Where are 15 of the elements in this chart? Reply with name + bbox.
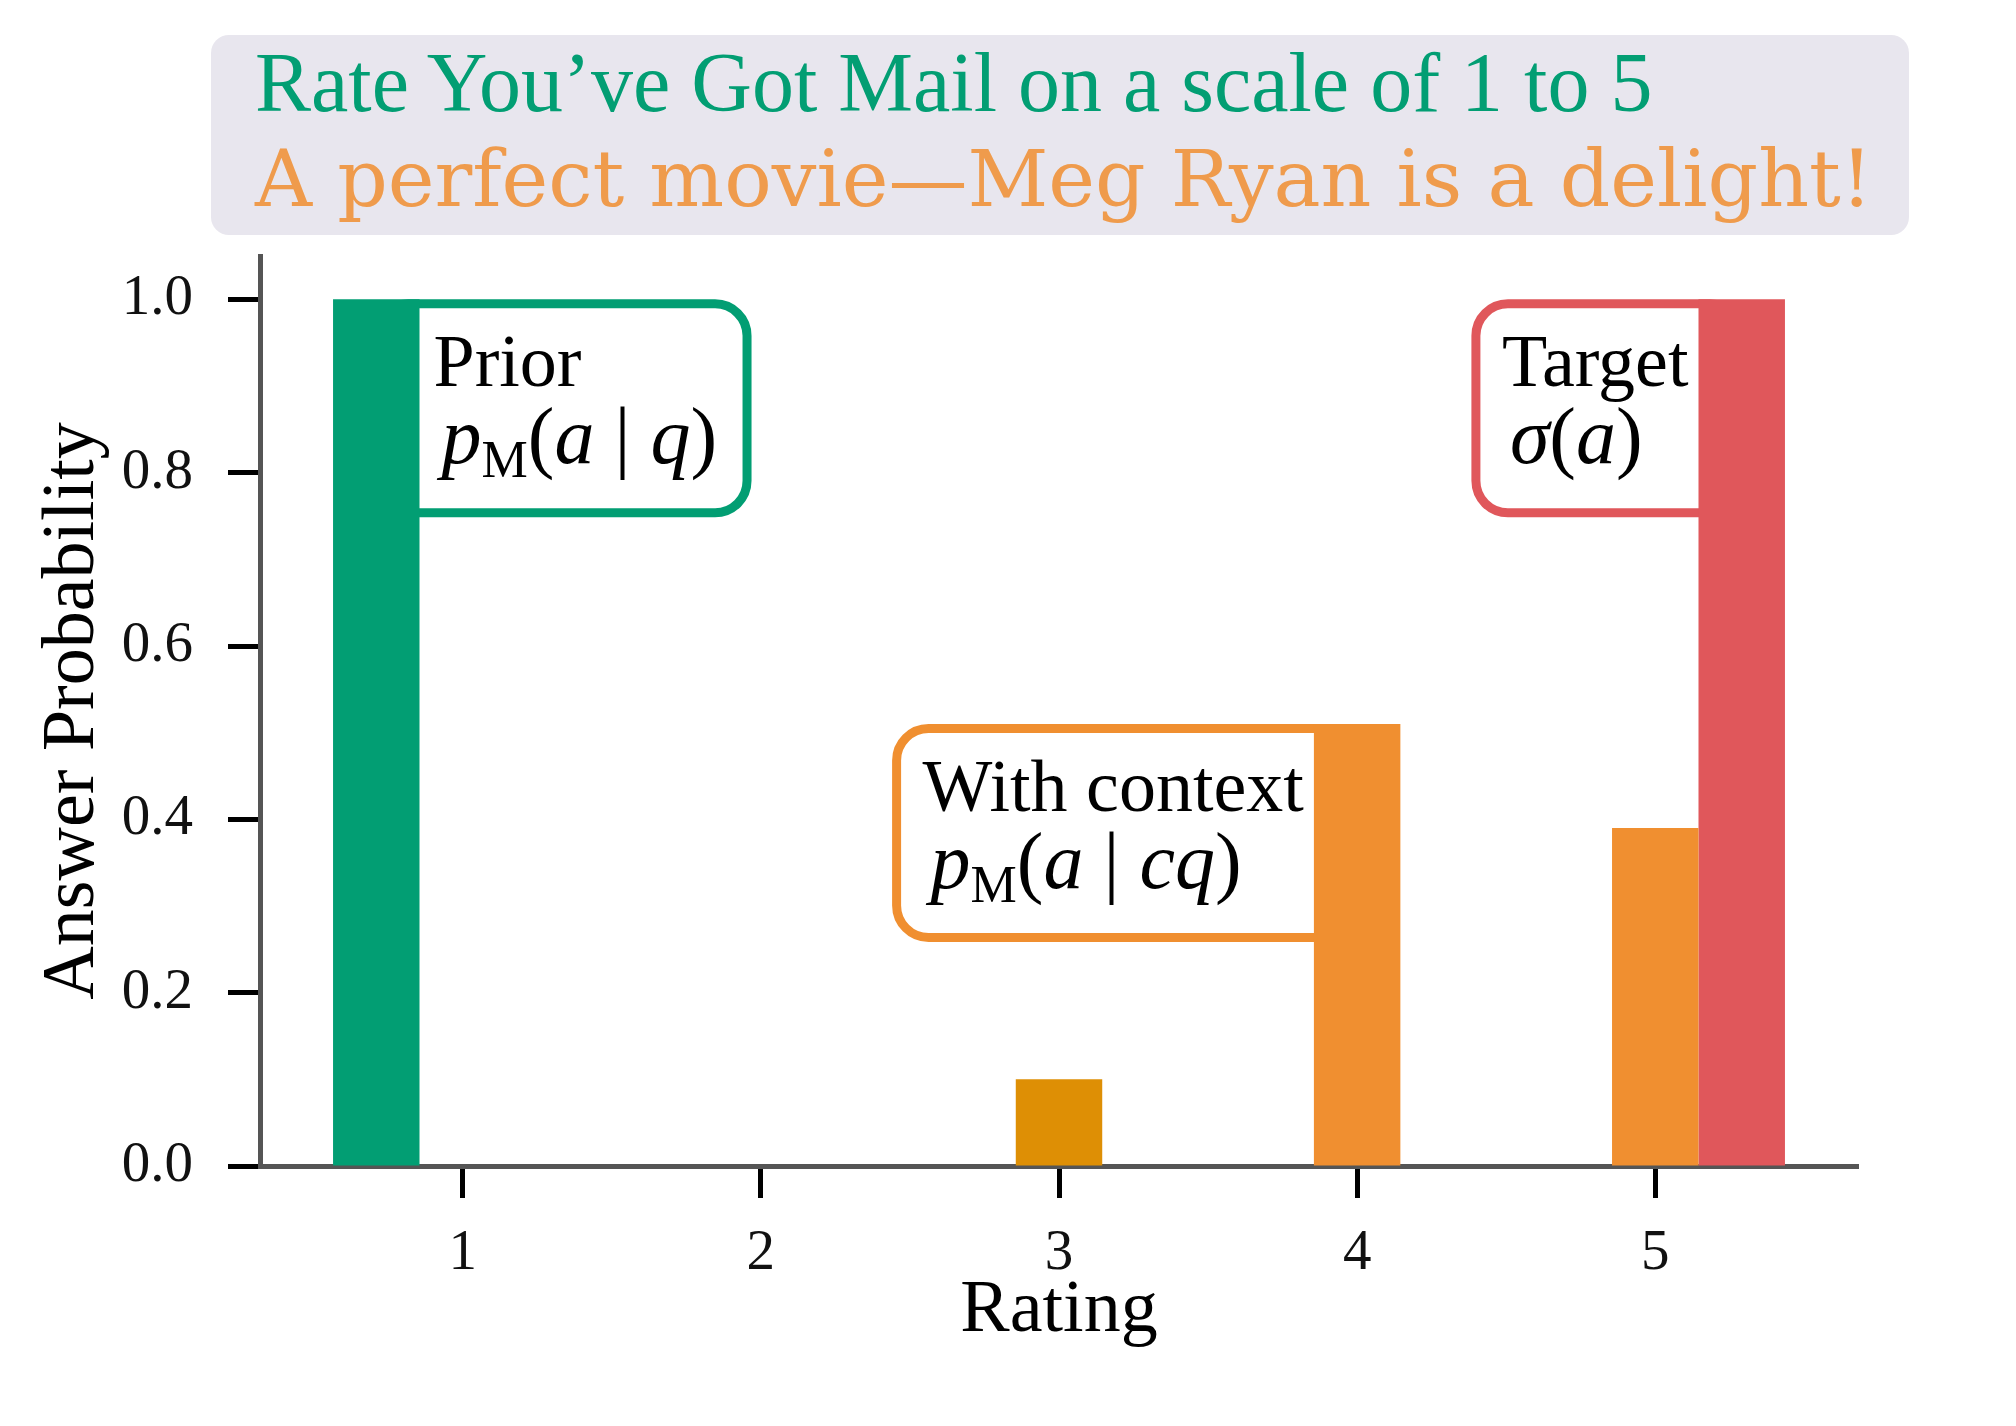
y-tick-label: 0.8 [121, 436, 193, 500]
x-tick-label: 5 [1641, 1218, 1670, 1282]
y-axis-title: Answer Probability [26, 422, 109, 1000]
x-tick-label: 4 [1342, 1218, 1372, 1282]
y-tick-label: 0.6 [121, 609, 193, 673]
series-label: Prior [433, 320, 582, 403]
y-tick-label: 1.0 [121, 263, 193, 327]
y-tick-label: 0.4 [121, 783, 193, 847]
chart-title: Rate You’ve Got Mail on a scale of 1 to 5 [255, 35, 1653, 131]
chart-subtitle: A perfect movie—Meg Ryan is a delight! [255, 133, 1873, 225]
y-tick-label: 0.2 [121, 956, 193, 1020]
y-tick-label: 0.0 [121, 1129, 193, 1193]
series-label: With context [922, 745, 1305, 827]
x-tick-label: 2 [746, 1218, 776, 1282]
x-tick-label: 1 [448, 1218, 477, 1282]
